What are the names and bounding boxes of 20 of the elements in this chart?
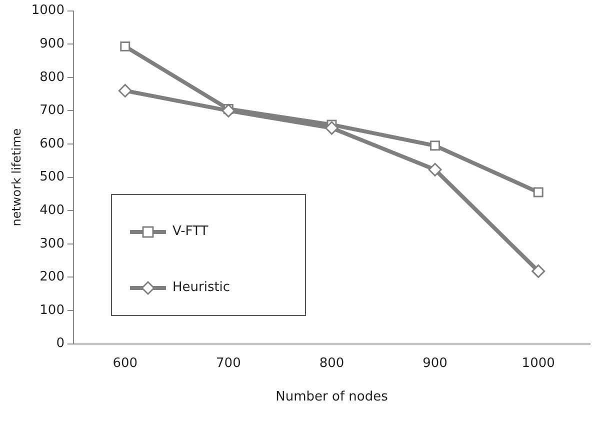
legend-label: V-FTT: [172, 224, 208, 240]
x-tick-label: 900: [422, 356, 448, 371]
y-tick-label: 600: [40, 136, 64, 152]
y-tick-label: 900: [40, 36, 64, 52]
y-tick-label: 800: [40, 70, 64, 85]
y-tick-label: 700: [40, 103, 64, 118]
x-tick-label: 1000: [522, 356, 555, 371]
y-tick-label: 1000: [31, 3, 64, 18]
y-tick-label: 0: [56, 336, 64, 352]
x-axis-title: Number of nodes: [276, 390, 388, 405]
y-tick-label: 200: [40, 270, 64, 285]
y-axis-title: network lifetime: [9, 128, 24, 226]
legend-label: Heuristic: [172, 280, 230, 296]
x-tick-label: 600: [112, 356, 138, 371]
x-tick-label: 700: [216, 356, 241, 371]
x-tick-label: 800: [319, 356, 344, 371]
y-tick-label: 400: [40, 202, 64, 218]
y-tick-label: 300: [40, 236, 64, 252]
y-tick-label: 100: [40, 302, 64, 318]
y-tick-label: 500: [40, 170, 64, 185]
